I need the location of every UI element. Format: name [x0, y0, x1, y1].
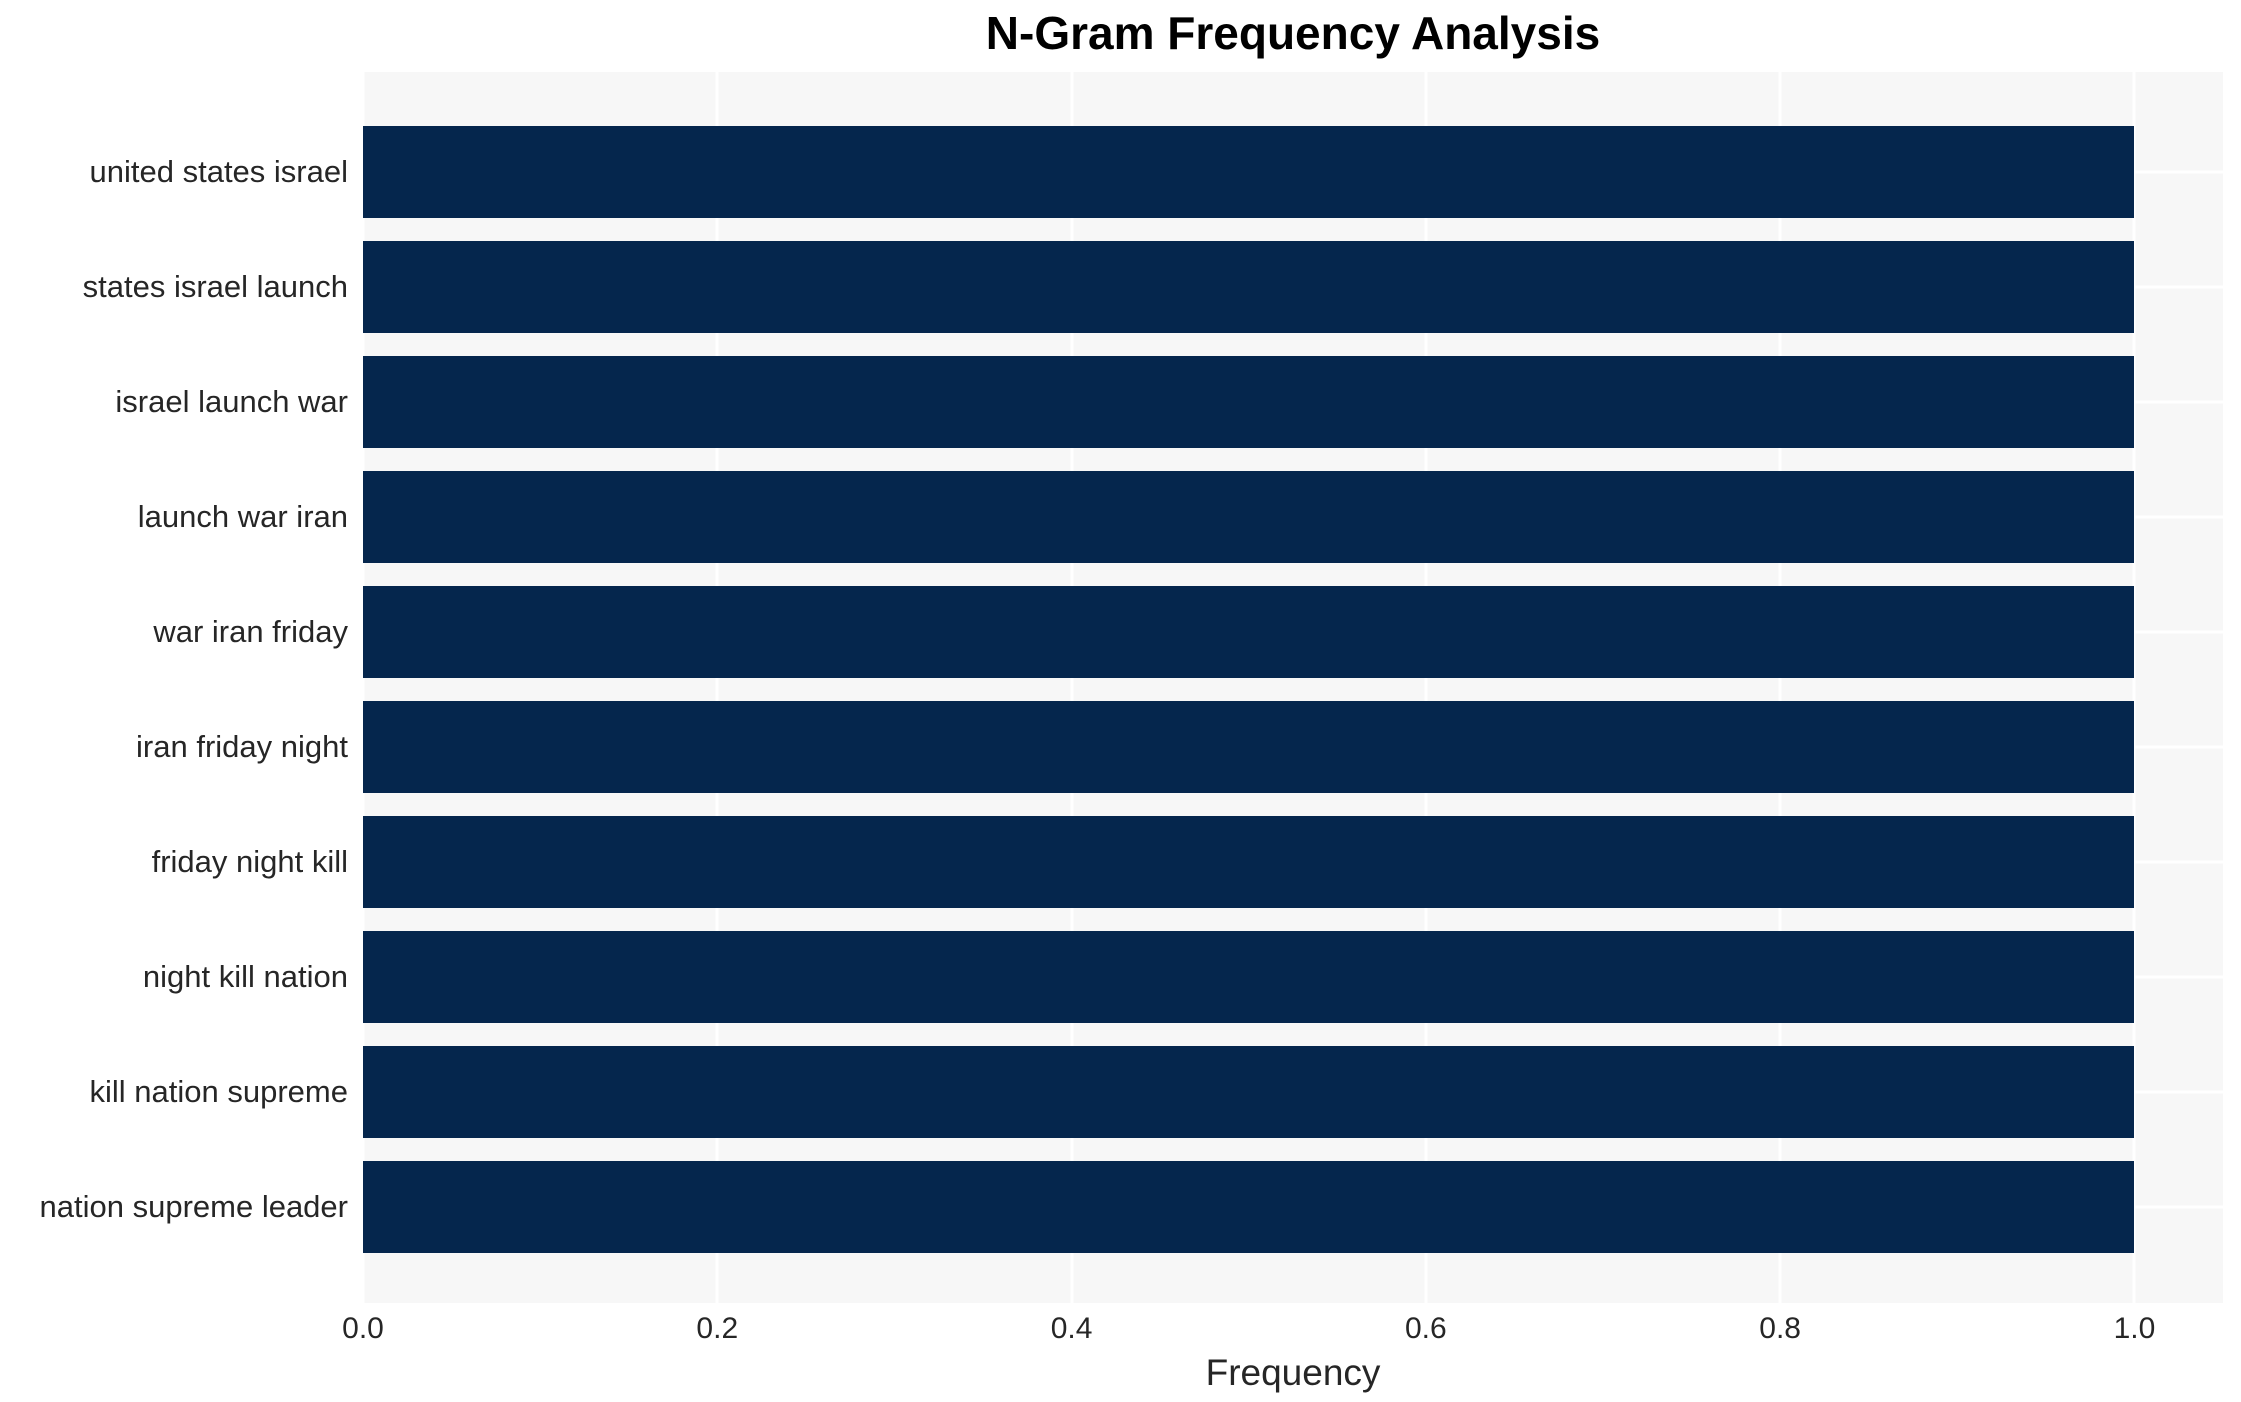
category-label: iran friday night: [136, 729, 348, 764]
bar: [363, 1161, 2135, 1253]
x-tick-label: 0.8: [1759, 1312, 1801, 1345]
bar: [363, 241, 2135, 333]
grid-line-vertical: [1070, 72, 1074, 1303]
grid-line-vertical: [361, 72, 365, 1303]
grid-line-vertical: [1778, 72, 1782, 1303]
x-tick-label: 1.0: [2113, 1312, 2156, 1345]
bar: [363, 471, 2135, 563]
bar: [363, 126, 2135, 218]
plot-area: [361, 72, 2223, 1303]
bar: [363, 356, 2135, 448]
x-axis-label: Frequency: [1205, 1352, 1381, 1393]
grid-line-vertical: [2132, 72, 2136, 1303]
category-label: launch war iran: [137, 499, 348, 534]
grid-line-vertical: [1424, 72, 1428, 1303]
grid-line-vertical: [715, 72, 719, 1303]
category-label: states israel launch: [82, 269, 348, 304]
category-label: kill nation supreme: [89, 1074, 348, 1109]
category-label: friday night kill: [151, 844, 348, 879]
category-label: israel launch war: [115, 384, 348, 419]
chart-title: N-Gram Frequency Analysis: [985, 7, 1601, 59]
category-label: night kill nation: [142, 959, 348, 994]
x-tick-label: 0.2: [696, 1312, 739, 1345]
bar: [363, 816, 2135, 908]
category-label: nation supreme leader: [39, 1189, 348, 1224]
bar: [363, 931, 2135, 1023]
bar: [363, 701, 2135, 793]
category-label: war iran friday: [153, 614, 348, 649]
category-label: united states israel: [89, 154, 348, 189]
x-tick-label: 0.0: [342, 1312, 384, 1345]
bar: [363, 1046, 2135, 1138]
bar: [363, 586, 2135, 678]
x-tick-label: 0.4: [1050, 1312, 1093, 1345]
x-tick-label: 0.6: [1404, 1312, 1447, 1345]
